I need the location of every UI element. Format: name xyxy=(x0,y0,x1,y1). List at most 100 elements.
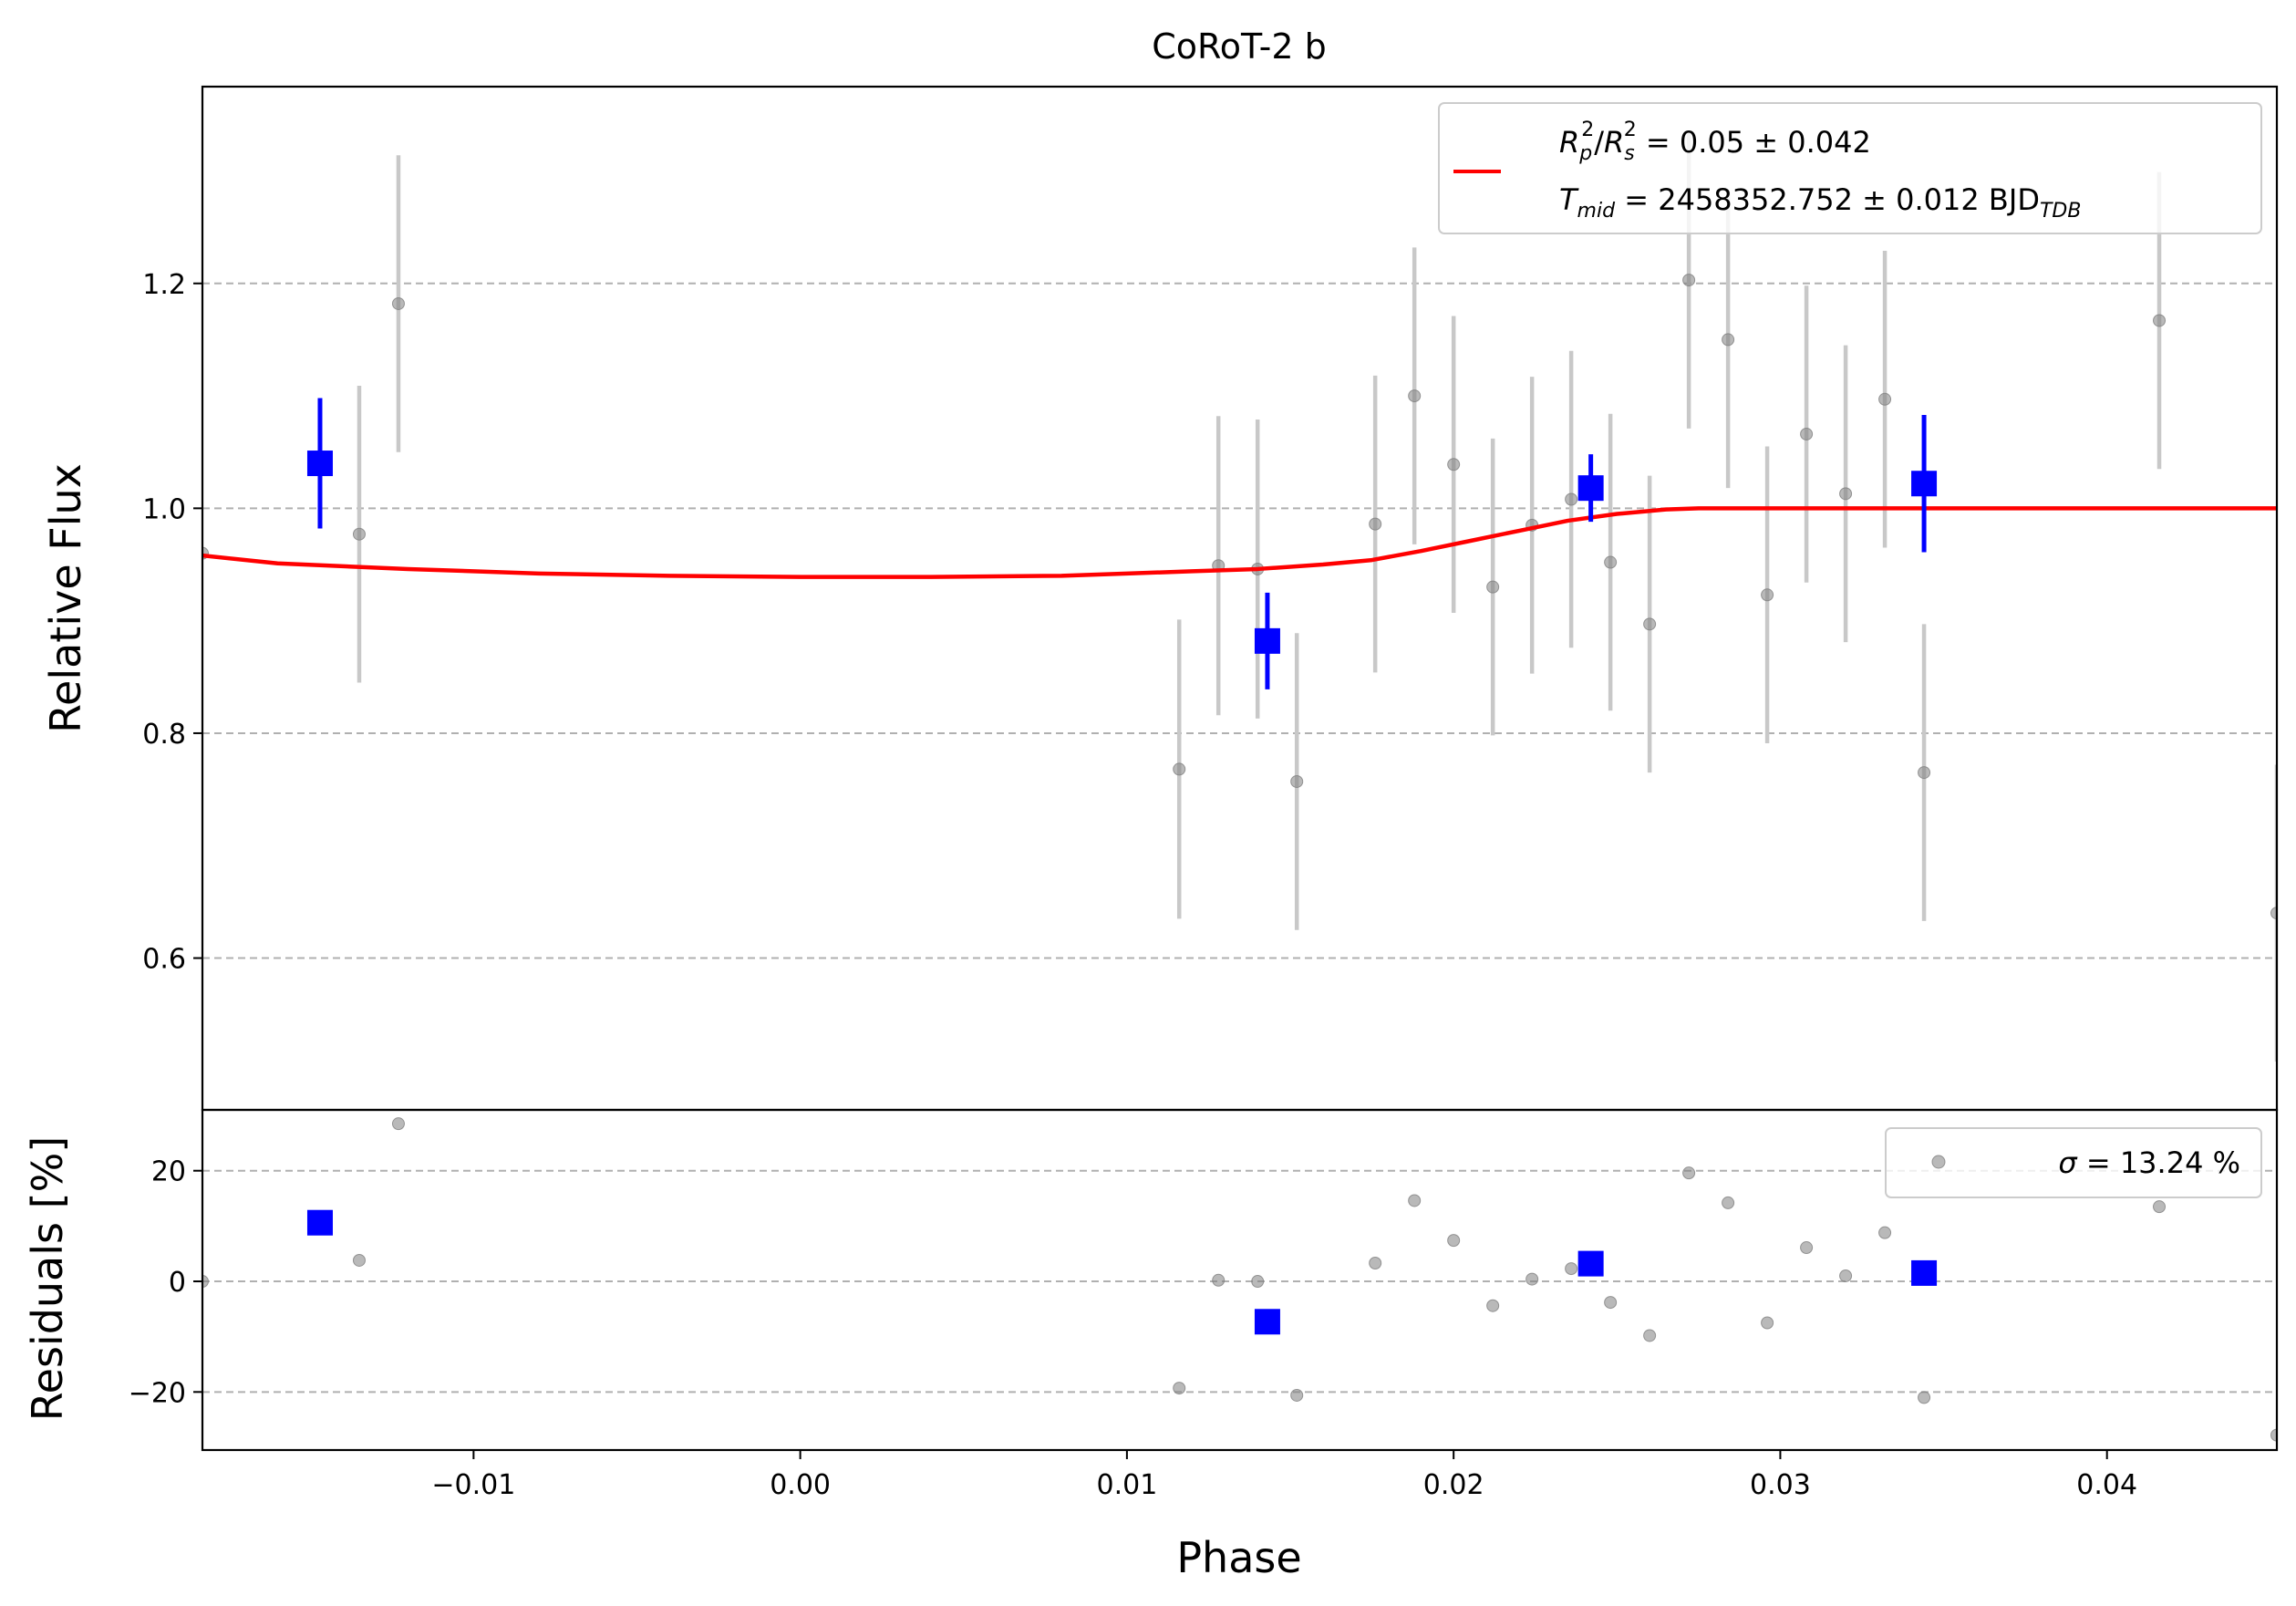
flux-legend-box xyxy=(1438,102,2262,234)
residuals-binned-point xyxy=(1911,1259,1938,1286)
residuals-raw-point xyxy=(1447,1234,1461,1248)
residuals-raw-point xyxy=(1486,1299,1500,1312)
legend-sigma-text: σ = 13.24 % xyxy=(2058,1145,2240,1180)
flux-y-tick-label: 0.6 xyxy=(142,944,186,976)
residuals-binned-point xyxy=(306,1209,333,1236)
flux-raw-point xyxy=(2270,907,2277,920)
residuals-raw-point xyxy=(1800,1241,1814,1255)
legend-tmid-symbol: T xyxy=(1559,182,1579,217)
flux-y-tick-label: 1.2 xyxy=(142,269,186,301)
residuals-raw-point xyxy=(1212,1273,1226,1287)
residuals-raw-point xyxy=(1839,1269,1853,1282)
residuals-raw-point xyxy=(2153,1200,2167,1214)
residuals-raw-point xyxy=(352,1253,366,1267)
residuals-y-axis-title: Residuals [%] xyxy=(23,1136,72,1421)
residuals-raw-point xyxy=(1408,1194,1422,1207)
flux-raw-point xyxy=(1918,766,1931,780)
legend-residual-marker xyxy=(1931,1155,1946,1169)
flux-raw-point xyxy=(1682,274,1696,287)
legend-rp-rs-value: = 0.05 ± 0.042 xyxy=(1637,125,1871,160)
flux-raw-point xyxy=(1369,517,1382,531)
flux-raw-point xyxy=(1290,774,1304,788)
residuals-raw-point xyxy=(1761,1316,1774,1330)
x-tick-label: −0.01 xyxy=(431,1469,515,1501)
residuals-raw-point xyxy=(1722,1196,1735,1209)
residuals-y-tick-label: 0 xyxy=(169,1267,186,1299)
residuals-raw-point xyxy=(1251,1275,1265,1289)
x-tick-label: 0.03 xyxy=(1750,1469,1811,1501)
legend-rp-sup: 2 xyxy=(1581,119,1594,141)
residuals-y-tick-label: 20 xyxy=(151,1156,186,1188)
residuals-binned-point xyxy=(1254,1309,1280,1335)
flux-raw-point xyxy=(1486,580,1500,594)
legend-slash: / xyxy=(1594,125,1604,160)
flux-y-axis-title: Relative Flux xyxy=(41,463,90,733)
flux-y-tick-label: 0.8 xyxy=(142,719,186,751)
transit-model-curve xyxy=(202,506,2277,579)
residuals-axes-frame xyxy=(201,1108,2279,1452)
legend-rs-sub: s xyxy=(1624,142,1634,165)
legend-tmid-value: = 2458352.752 ± 0.012 BJD xyxy=(1615,182,2040,217)
flux-raw-point xyxy=(1604,555,1618,569)
residuals-raw-point xyxy=(1918,1391,1931,1404)
residuals-panel: −20 0 20 Residuals [%] σ = 13.24 % xyxy=(23,1108,2279,1452)
residuals-data-layer xyxy=(202,1117,2277,1442)
residuals-y-axis: −20 0 20 xyxy=(129,1156,202,1409)
residuals-raw-point xyxy=(1682,1166,1696,1180)
legend-rs-sup: 2 xyxy=(1624,119,1637,141)
legend-rp-symbol: R xyxy=(1559,125,1579,160)
flux-raw-point xyxy=(1565,492,1578,506)
residuals-raw-point xyxy=(1878,1226,1892,1239)
x-tick-label: 0.00 xyxy=(770,1469,831,1501)
x-tick-label: 0.04 xyxy=(2076,1469,2137,1501)
flux-raw-point xyxy=(1173,762,1186,776)
legend-rs-symbol: R xyxy=(1604,125,1624,160)
flux-raw-point xyxy=(1408,389,1422,403)
residuals-raw-point xyxy=(1173,1382,1186,1395)
flux-raw-point xyxy=(2153,314,2167,327)
residuals-legend-box xyxy=(1885,1127,2262,1198)
flux-legend: Rp2/Rs2 = 0.05 ± 0.042 Tmid = 2458352.75… xyxy=(1438,102,2262,234)
residuals-raw-point xyxy=(1369,1257,1382,1270)
residuals-raw-point xyxy=(2270,1428,2277,1442)
legend-tmid-text: Tmid = 2458352.752 ± 0.012 BJDTDB xyxy=(1559,182,2081,223)
residuals-legend: σ = 13.24 % xyxy=(1885,1127,2262,1198)
flux-raw-point xyxy=(1447,458,1461,471)
legend-sigma-symbol: σ xyxy=(2058,1145,2078,1180)
flux-raw-point xyxy=(1839,487,1853,501)
flux-raw-point xyxy=(1761,588,1774,602)
residuals-raw-point xyxy=(1525,1272,1539,1286)
flux-raw-point xyxy=(352,527,366,541)
x-tick-label: 0.01 xyxy=(1096,1469,1157,1501)
flux-raw-point xyxy=(1878,392,1892,406)
plot-title: CoRoT-2 b xyxy=(1152,26,1327,67)
flux-raw-point xyxy=(1722,333,1735,347)
flux-binned-point xyxy=(1577,475,1604,502)
flux-data-layer xyxy=(202,131,2277,1062)
legend-rp-sub: p xyxy=(1578,142,1592,165)
residuals-raw-point xyxy=(1565,1262,1578,1276)
legend-sigma-value: = 13.24 % xyxy=(2077,1145,2240,1180)
flux-raw-point xyxy=(1643,617,1657,631)
flux-y-tick-label: 1.0 xyxy=(142,493,186,525)
flux-y-axis: 0.6 0.8 1.0 1.2 xyxy=(142,269,202,976)
legend-rp-rs-text: Rp2/Rs2 = 0.05 ± 0.042 xyxy=(1559,119,1871,165)
flux-panel: 0.60.81.01.2 Relative Flux Rp2/Rs2 = 0.0… xyxy=(41,85,2279,1112)
residuals-y-tick-label: −20 xyxy=(129,1377,186,1409)
x-axis-title: Phase xyxy=(1176,1533,1301,1582)
residuals-raw-point xyxy=(1643,1329,1657,1342)
flux-gridlines xyxy=(202,282,2277,959)
flux-binned-point xyxy=(306,451,333,477)
legend-tmid-sub: mid xyxy=(1577,200,1617,223)
flux-binned-point xyxy=(1911,471,1938,497)
flux-raw-point xyxy=(391,296,405,310)
residuals-raw-point xyxy=(1604,1296,1618,1310)
residuals-gridlines xyxy=(202,1169,2277,1394)
residuals-raw-point xyxy=(1290,1388,1304,1402)
flux-binned-point xyxy=(1254,627,1280,654)
residuals-raw-point xyxy=(391,1117,405,1131)
legend-tdb-sub: TDB xyxy=(2040,200,2081,223)
residuals-binned-point xyxy=(1577,1250,1604,1277)
